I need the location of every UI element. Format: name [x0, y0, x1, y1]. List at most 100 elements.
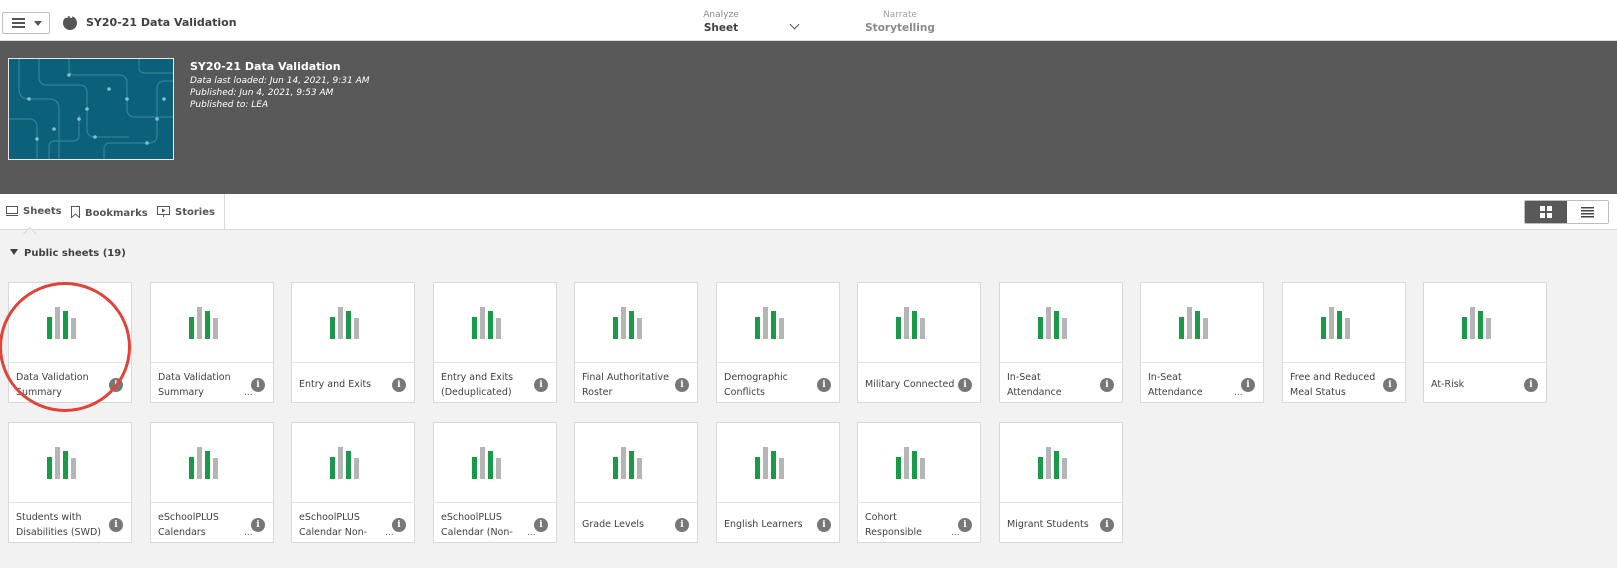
bar-chart-icon: [637, 318, 642, 339]
info-icon[interactable]: i: [1241, 378, 1255, 392]
sheet-title-line: Migrant Students: [1007, 519, 1089, 530]
bar-chart-icon: [1203, 318, 1208, 339]
sheet-card[interactable]: Entry and Exits (Deduplicated) i: [433, 282, 557, 403]
bar-chart-icon: [755, 457, 760, 479]
sheet-card[interactable]: Demographic Conflicts i: [716, 282, 840, 403]
sheet-thumbnail: [1283, 283, 1405, 363]
sheet-thumbnail: [1000, 283, 1122, 363]
truncation-ellipsis: ...: [527, 528, 536, 538]
sheet-title-line: Grade Levels: [582, 519, 645, 530]
info-icon[interactable]: i: [534, 518, 548, 532]
tab-bookmarks[interactable]: Bookmarks: [71, 206, 148, 221]
sheet-card[interactable]: Data Validation Summary i: [8, 282, 132, 403]
app-overview-banner: SY20-21 Data Validation Data last loaded…: [0, 41, 1617, 194]
view-toggle: [1524, 200, 1609, 224]
info-icon[interactable]: i: [109, 378, 123, 392]
app-icon: [63, 13, 77, 30]
bar-chart-icon: [1038, 317, 1043, 339]
sheet-card[interactable]: Grade Levels i: [574, 422, 698, 543]
sheet-card[interactable]: Military Connected i: [857, 282, 981, 403]
sheet-thumbnail: [858, 423, 980, 503]
sheet-thumbnail: [575, 423, 697, 503]
sheet-card[interactable]: eSchoolPLUS Calendars... i: [150, 422, 274, 543]
info-icon[interactable]: i: [958, 518, 972, 532]
sheet-card[interactable]: Students with Disabilities (SWD) i: [8, 422, 132, 543]
list-icon: [1581, 207, 1594, 218]
bar-chart-icon: [1179, 317, 1184, 339]
bar-chart-icon: [629, 451, 634, 479]
sheet-title-line: Students with: [16, 512, 82, 523]
grid-view-button[interactable]: [1525, 201, 1567, 223]
sheet-title-line: Calendar Non-: [299, 527, 368, 538]
bar-chart-icon: [779, 458, 784, 479]
bar-chart-icon: [197, 307, 202, 339]
sheet-title-line: Final Authoritative: [582, 372, 669, 383]
info-icon[interactable]: i: [109, 518, 123, 532]
bar-chart-icon: [354, 458, 359, 479]
tab-stories[interactable]: Stories: [157, 206, 215, 220]
bar-chart-icon: [637, 458, 642, 479]
info-icon[interactable]: i: [1383, 378, 1397, 392]
sheet-card[interactable]: English Learners i: [716, 422, 840, 543]
sheet-title-line: Free and Reduced: [1290, 372, 1376, 383]
story-icon: [157, 206, 170, 220]
sheet-card[interactable]: In-Seat Attendance(Authoritative)i: [999, 282, 1123, 403]
published-to: Published to: LEA: [190, 100, 269, 110]
mode-value: Sheet: [703, 22, 739, 34]
sheet-card[interactable]: Cohort Responsible... i: [857, 422, 981, 543]
narrate-storytelling-mode[interactable]: Narrate Storytelling: [858, 10, 942, 35]
info-icon[interactable]: i: [251, 518, 265, 532]
info-icon[interactable]: i: [251, 378, 265, 392]
navigation-menu-button[interactable]: [2, 12, 50, 34]
bar-chart-icon: [1486, 318, 1491, 339]
info-icon[interactable]: i: [958, 378, 972, 392]
info-icon[interactable]: i: [1100, 378, 1114, 392]
bar-chart-icon: [1046, 307, 1051, 339]
sheet-thumbnail: [9, 283, 131, 363]
bar-chart-icon: [621, 307, 626, 339]
sheet-thumbnail: [1000, 423, 1122, 503]
bar-chart-icon: [63, 311, 68, 339]
info-icon[interactable]: i: [817, 378, 831, 392]
analyze-sheet-mode[interactable]: Analyze Sheet: [688, 10, 754, 35]
bar-chart-icon: [488, 451, 493, 479]
info-icon[interactable]: i: [1524, 378, 1538, 392]
sheet-title-line: eSchoolPLUS: [441, 512, 502, 523]
bar-chart-icon: [896, 457, 901, 479]
bar-chart-icon: [47, 457, 52, 479]
info-icon[interactable]: i: [534, 378, 548, 392]
info-icon[interactable]: i: [817, 518, 831, 532]
top-toolbar: SY20-21 Data Validation Analyze Sheet Na…: [0, 0, 1617, 41]
bar-chart-icon: [920, 318, 925, 339]
info-icon[interactable]: i: [675, 518, 689, 532]
sheet-title-line: Calendar (Non-: [441, 527, 513, 538]
public-sheets-header[interactable]: Public sheets (19): [10, 248, 126, 259]
sheet-card[interactable]: Migrant Students i: [999, 422, 1123, 543]
bar-chart-icon: [480, 307, 485, 339]
sheet-thumbnail: [151, 283, 273, 363]
sheet-card[interactable]: In-Seat AttendanceSource Data...i: [1140, 282, 1264, 403]
info-icon[interactable]: i: [392, 518, 406, 532]
sheet-card[interactable]: Entry and Exits i: [291, 282, 415, 403]
sheet-card[interactable]: At-Risk i: [1423, 282, 1547, 403]
sheet-thumbnail: [434, 423, 556, 503]
sheet-title: Cohort Responsible: [865, 510, 955, 540]
sheet-card[interactable]: eSchoolPLUS Calendar (Non-... i: [433, 422, 557, 543]
sheet-title: English Learners: [724, 517, 824, 547]
bar-chart-icon: [1462, 317, 1467, 339]
info-icon[interactable]: i: [1100, 518, 1114, 532]
bar-chart-icon: [771, 451, 776, 479]
list-view-button[interactable]: [1567, 201, 1608, 223]
sheet-card[interactable]: eSchoolPLUS Calendar Non-... i: [291, 422, 415, 543]
sheet-title-line: Disabilities (SWD): [16, 527, 102, 538]
bar-chart-icon: [189, 317, 194, 339]
info-icon[interactable]: i: [675, 378, 689, 392]
sheet-card[interactable]: Data Validation Summary... i: [150, 282, 274, 403]
bar-chart-icon: [330, 317, 335, 339]
bar-chart-icon: [1187, 307, 1192, 339]
sheet-card[interactable]: Final Authoritative Roster i: [574, 282, 698, 403]
bar-chart-icon: [1038, 457, 1043, 479]
sheet-card[interactable]: Free and Reduced Meal Status i: [1282, 282, 1406, 403]
info-icon[interactable]: i: [392, 378, 406, 392]
tab-sheets[interactable]: Sheets: [6, 206, 62, 219]
